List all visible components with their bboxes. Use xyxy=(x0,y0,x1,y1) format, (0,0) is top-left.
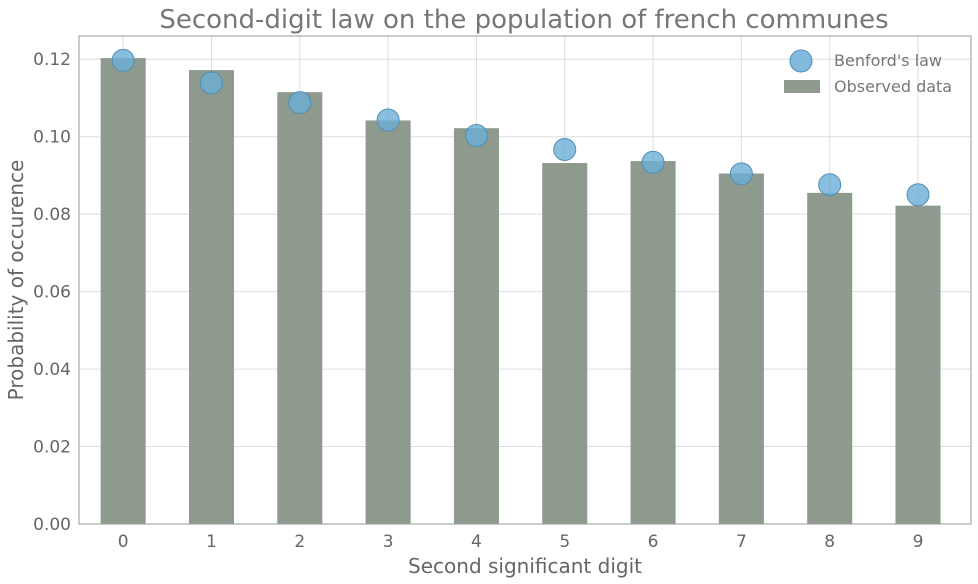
y-tick-label: 0.02 xyxy=(33,438,71,458)
legend-benford-marker xyxy=(789,49,813,73)
point-benford-6 xyxy=(641,150,665,174)
x-tick-label: 1 xyxy=(206,532,217,552)
legend-benford-label: Benford's law xyxy=(834,51,942,70)
x-tick-label: 4 xyxy=(471,532,482,552)
x-tick-label: 3 xyxy=(383,532,394,552)
x-tick-label: 2 xyxy=(294,532,305,552)
legend: Benford's law Observed data xyxy=(784,49,952,96)
point-benford-5 xyxy=(553,137,577,161)
scatter-series xyxy=(111,48,930,207)
bar-observed-5 xyxy=(542,163,588,525)
y-tick-label: 0.06 xyxy=(33,283,71,303)
x-tick-label: 9 xyxy=(913,532,924,552)
bar-observed-4 xyxy=(453,128,499,524)
point-benford-1 xyxy=(199,71,223,95)
legend-observed-label: Observed data xyxy=(834,77,952,96)
chart-title: Second-digit law on the population of fr… xyxy=(159,5,888,35)
bar-observed-3 xyxy=(365,120,411,524)
y-axis-label: Probability of occurence xyxy=(4,160,28,401)
point-benford-3 xyxy=(376,108,400,132)
bar-observed-8 xyxy=(807,192,853,524)
y-tick-label: 0.12 xyxy=(33,50,71,70)
y-tick-label: 0.00 xyxy=(33,515,71,535)
legend-observed-marker xyxy=(784,80,820,93)
point-benford-0 xyxy=(111,48,135,72)
bar-series xyxy=(100,58,941,525)
point-benford-9 xyxy=(906,183,930,207)
x-tick-labels: 0 1 2 3 4 5 6 7 8 9 xyxy=(118,532,924,552)
point-benford-7 xyxy=(729,162,753,186)
point-benford-4 xyxy=(464,124,488,148)
bar-observed-0 xyxy=(100,58,146,524)
plot-frame xyxy=(78,35,972,525)
y-tick-labels: 0.00 0.02 0.04 0.06 0.08 0.10 0.12 xyxy=(33,50,71,535)
x-tick-label: 0 xyxy=(118,532,129,552)
point-benford-8 xyxy=(818,173,842,197)
x-tick-label: 5 xyxy=(559,532,570,552)
x-tick-label: 7 xyxy=(736,532,747,552)
point-benford-2 xyxy=(288,91,312,115)
bar-observed-9 xyxy=(895,205,941,524)
y-tick-label: 0.04 xyxy=(33,360,71,380)
x-tick-label: 6 xyxy=(648,532,659,552)
bar-observed-7 xyxy=(718,173,764,524)
y-tick-label: 0.10 xyxy=(33,128,71,148)
bar-observed-6 xyxy=(630,161,676,524)
x-tick-label: 8 xyxy=(824,532,835,552)
bar-observed-2 xyxy=(277,92,323,525)
x-axis-label: Second significant digit xyxy=(408,554,642,578)
y-tick-label: 0.08 xyxy=(33,205,71,225)
bar-observed-1 xyxy=(188,70,234,524)
